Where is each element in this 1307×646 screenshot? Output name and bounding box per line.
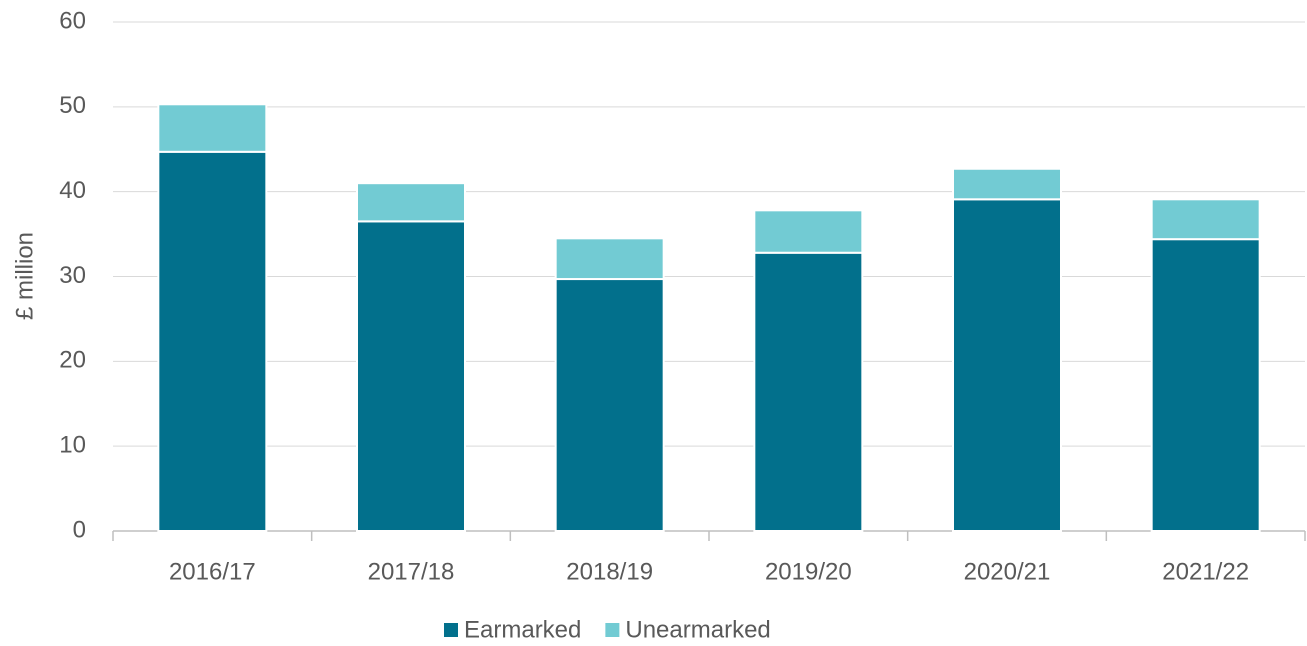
y-tick-label: 60	[59, 7, 86, 34]
bar-segment	[356, 220, 466, 532]
y-tick-label: 20	[59, 347, 86, 374]
x-tick-label: 2019/20	[765, 558, 852, 585]
bar-segment	[356, 182, 466, 223]
legend-label: Earmarked	[464, 616, 581, 643]
legend-swatch	[444, 623, 458, 637]
x-tick-label: 2020/21	[964, 558, 1051, 585]
bar-segment	[554, 278, 665, 533]
y-tick-label: 30	[59, 262, 86, 289]
legend-label: Unearmarked	[625, 616, 770, 643]
x-tick-label: 2016/17	[169, 558, 256, 585]
y-tick-label: 50	[59, 92, 86, 119]
y-axis-label: £ million	[11, 232, 38, 320]
bar-segment	[554, 237, 665, 281]
bar-segment	[1150, 238, 1261, 532]
bar-segment	[157, 150, 268, 532]
x-tick-label: 2018/19	[566, 558, 653, 585]
bar-segment	[753, 209, 864, 254]
x-tick-label: 2017/18	[368, 558, 455, 585]
bar-segment	[952, 198, 1062, 532]
y-tick-label: 10	[59, 432, 86, 459]
bar-segment	[157, 103, 268, 153]
bar-segment	[1150, 198, 1261, 241]
legend-swatch	[605, 623, 620, 637]
y-tick-label: 40	[59, 177, 86, 204]
y-tick-label: 0	[73, 516, 86, 543]
x-tick-label: 2021/22	[1162, 558, 1249, 585]
bar-segment	[753, 251, 864, 532]
bar-segment	[952, 167, 1062, 201]
